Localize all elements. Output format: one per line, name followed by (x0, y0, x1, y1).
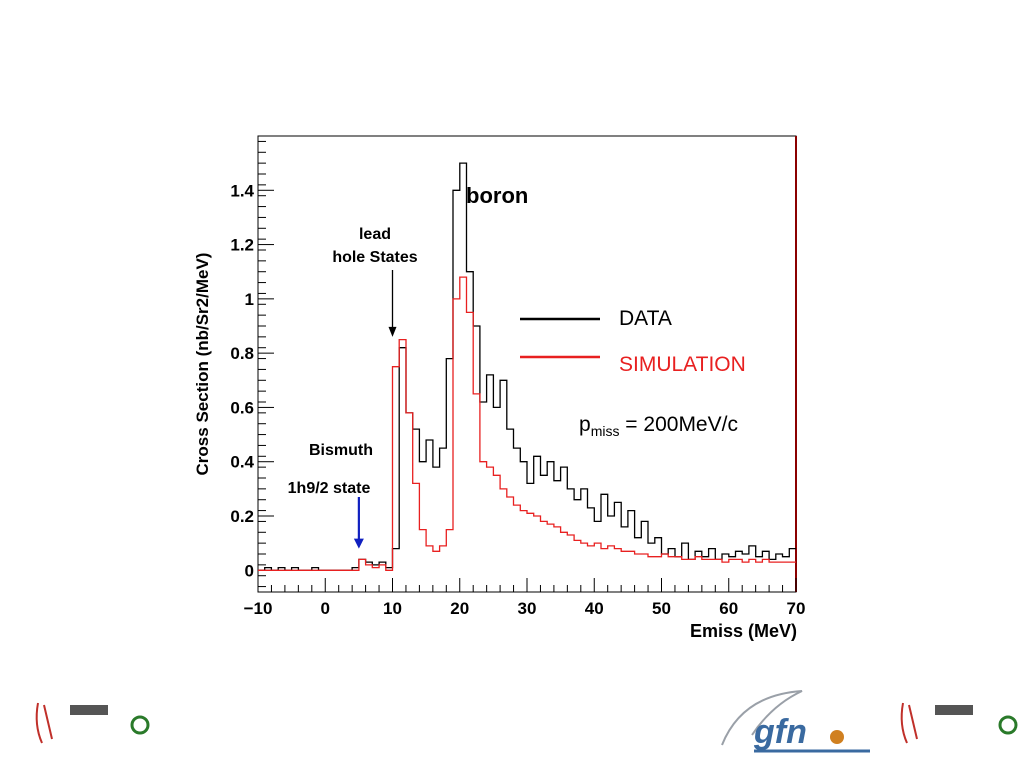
small-text-block-icon (935, 705, 973, 715)
jlab-logo-icon (35, 702, 53, 744)
legend: DATA SIMULATION (520, 307, 746, 376)
x-tick-label: −10 (244, 599, 273, 618)
gfn-logo-text: gfn (753, 713, 807, 751)
y-tick-label: 0.6 (230, 398, 254, 417)
jlab-logo-icon (900, 702, 918, 744)
gfn-swirl-icon (721, 690, 803, 746)
pmiss-label: pmiss = 200MeV/c (579, 413, 738, 439)
small-text-block-icon (70, 705, 108, 715)
y-tick-label: 0.2 (230, 507, 254, 526)
x-axis-title: Emiss (MeV) (690, 621, 797, 641)
x-tick-label: 70 (787, 599, 806, 618)
y-tick-label: 1 (245, 290, 254, 309)
y-tick-label: 0.8 (230, 344, 254, 363)
bismuth-label-line2: 1h9/2 state (288, 480, 371, 497)
y-tick-labels: 0 0.2 0.4 0.6 0.8 1 1.2 1.4 (230, 181, 254, 580)
footer-logo-gfn: gfn (721, 690, 870, 753)
series-simulation-line (258, 276, 796, 571)
bismuth-arrowhead (353, 538, 364, 549)
legend-simulation-label: SIMULATION (619, 353, 746, 376)
footer-logo-right (900, 702, 1018, 744)
y-tick-label: 1.4 (230, 181, 254, 200)
pmiss-p: p (579, 413, 591, 436)
axis-ticks (257, 140, 797, 592)
x-tick-label: 40 (585, 599, 604, 618)
y-tick-label: 0.4 (230, 453, 254, 472)
pmiss-sub: miss (591, 423, 620, 439)
x-tick-label: 60 (719, 599, 738, 618)
x-tick-label: 20 (450, 599, 469, 618)
lead-arrowhead (388, 326, 397, 337)
x-tick-label: 0 (321, 599, 330, 618)
x-tick-label: 50 (652, 599, 671, 618)
lead-label-line1: lead (359, 226, 391, 243)
legend-data-label: DATA (619, 307, 672, 330)
y-tick-label: 0 (245, 561, 254, 580)
bismuth-label-line1: Bismuth (309, 442, 373, 459)
footer-logo-left (35, 702, 150, 744)
x-tick-label: 30 (518, 599, 537, 618)
y-tick-label: 1.2 (230, 236, 254, 255)
y-axis-title: Cross Section (nb/Sr2/MeV) (193, 253, 212, 476)
lead-label-line2: hole States (332, 249, 417, 266)
x-tick-labels: −10 0 10 20 30 40 50 60 70 (244, 599, 806, 618)
x-tick-label: 10 (383, 599, 402, 618)
pmiss-rest: = 200MeV/c (619, 413, 737, 436)
series-layer (258, 162, 796, 571)
gfn-dot-icon (830, 730, 844, 744)
seal-logo-icon (998, 715, 1018, 735)
boron-label: boron (466, 183, 528, 208)
seal-logo-icon (130, 715, 150, 735)
